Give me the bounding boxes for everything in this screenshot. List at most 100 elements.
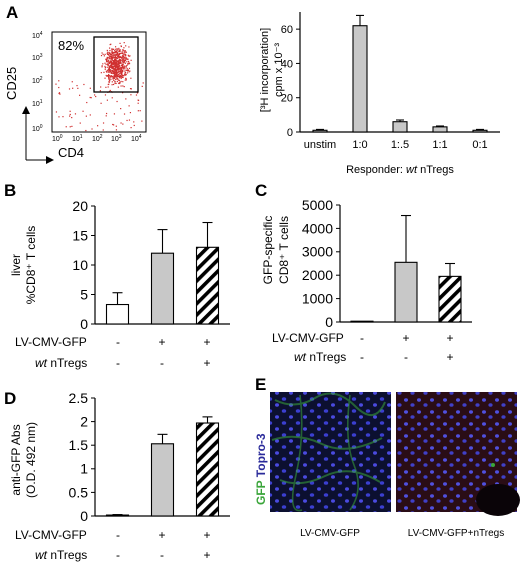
flow-x-label: CD4 (58, 145, 84, 160)
chart-d-ytick-label: 0 (80, 508, 88, 524)
flow-dot (116, 51, 118, 54)
flow-dot (115, 71, 117, 73)
flow-dot (119, 62, 121, 64)
flow-dot (108, 57, 110, 59)
flow-dot (116, 60, 118, 62)
flow-dot (121, 75, 123, 77)
flow-dot (110, 72, 112, 74)
flow-dot (108, 62, 110, 64)
flow-dot (122, 54, 124, 56)
flow-dot (113, 74, 115, 77)
flow-dot (101, 65, 103, 67)
flow-dot (118, 52, 120, 55)
flow-dot (100, 86, 102, 88)
flow-dot (125, 57, 127, 59)
chart-c-ylabel-2: CD8⁺ T cells (277, 216, 291, 284)
flow-dot (115, 60, 117, 62)
flow-dot (111, 84, 113, 86)
chart-d-ytick-label: 2.5 (69, 390, 89, 406)
flow-dot (115, 66, 117, 68)
flow-dot (111, 48, 113, 50)
flow-dot (111, 49, 113, 51)
flow-dot (121, 73, 123, 75)
flow-dot (107, 86, 109, 88)
flow-dot (114, 69, 117, 72)
flow-dot (107, 53, 109, 56)
flow-dot (117, 68, 119, 70)
flow-dot (123, 57, 125, 60)
flow-dot (111, 97, 113, 99)
flow-dot (62, 116, 64, 118)
flow-y-label: CD25 (4, 67, 19, 100)
conditions-d-row2-rest: nTregs (47, 548, 87, 562)
flow-dot (111, 81, 113, 83)
flow-dot (115, 62, 117, 64)
flow-dot (125, 55, 127, 57)
flow-dot (112, 48, 114, 51)
flow-dot (117, 49, 119, 51)
flow-dot (114, 68, 116, 71)
flow-dot (119, 74, 121, 77)
flow-dot (108, 78, 110, 80)
flow-dot (108, 68, 110, 70)
flow-dot (106, 75, 109, 77)
flow-dot (111, 62, 113, 64)
flow-dot (121, 58, 124, 60)
flow-dot (129, 55, 131, 57)
flow-dot (85, 115, 87, 117)
chart-a-xlabel-part1: Responder: (346, 164, 406, 176)
flow-dot (117, 56, 119, 58)
flow-dot (118, 82, 120, 84)
flow-dot (58, 116, 60, 118)
flow-dot (115, 76, 117, 78)
flow-dot (114, 55, 116, 57)
cond-b-r1-c3: + (203, 335, 210, 349)
flow-dot (126, 64, 129, 66)
flow-dot (122, 49, 124, 51)
flow-dot (105, 115, 107, 117)
flow-dot (116, 69, 118, 72)
flow-dot (115, 74, 117, 76)
flow-dot (116, 66, 118, 68)
cond-c-r1-c2: + (402, 331, 409, 345)
flow-dot (111, 61, 113, 64)
flow-dot (116, 74, 118, 76)
flow-dot (120, 122, 122, 124)
flow-gate (93, 36, 139, 93)
chart-a-bar (472, 129, 488, 133)
flow-dot (104, 67, 106, 69)
flow-dot (115, 59, 117, 61)
flow-dot (85, 129, 87, 132)
flow-dot (120, 76, 122, 78)
flow-dot (71, 116, 73, 119)
cond-c-r2-c1: - (360, 350, 364, 364)
flow-dot (123, 62, 125, 64)
flow-dot (121, 69, 123, 71)
stain-label: GFP Topro-3 (254, 433, 268, 505)
flow-dot (105, 74, 107, 77)
flow-dot (108, 81, 110, 84)
flow-dot (106, 63, 109, 65)
flow-dot (113, 53, 115, 55)
flow-dot (116, 56, 118, 58)
flow-dot (117, 57, 119, 59)
conditions-c-row2-label: wt nTregs (294, 350, 346, 364)
flow-dot (125, 74, 127, 76)
flow-dot (110, 65, 113, 67)
cond-b-r2-c3: + (203, 356, 210, 370)
flow-dot (119, 52, 121, 55)
flow-dot (119, 66, 121, 68)
flow-dot (118, 67, 120, 70)
flow-dot (119, 54, 121, 56)
flow-dot (121, 63, 124, 65)
flow-dot (115, 54, 117, 56)
flow-dot (115, 73, 118, 75)
flow-dot (123, 86, 125, 88)
flow-dot (112, 78, 114, 80)
flow-dot (112, 68, 114, 70)
flow-dot (115, 78, 117, 80)
flow-dot (116, 69, 118, 71)
flow-dot (137, 99, 139, 101)
flow-dot (102, 122, 105, 124)
flow-dot (108, 66, 110, 68)
